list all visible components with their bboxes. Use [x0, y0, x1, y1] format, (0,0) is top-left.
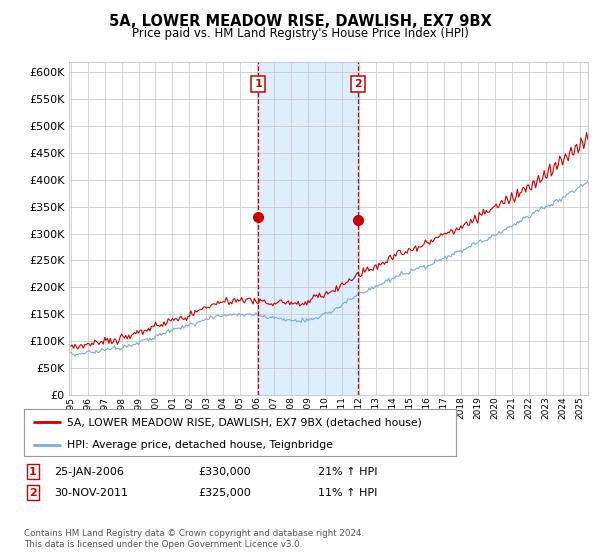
Bar: [259, 62, 358, 395]
Text: HPI: Average price, detached house, Teignbridge: HPI: Average price, detached house, Teig…: [67, 440, 333, 450]
Text: 1: 1: [29, 466, 37, 477]
Text: Contains HM Land Registry data © Crown copyright and database right 2024.
This d: Contains HM Land Registry data © Crown c…: [24, 529, 364, 549]
Text: 30-NOV-2011: 30-NOV-2011: [54, 488, 128, 498]
Text: 2: 2: [29, 488, 37, 498]
Text: 5A, LOWER MEADOW RISE, DAWLISH, EX7 9BX (detached house): 5A, LOWER MEADOW RISE, DAWLISH, EX7 9BX …: [67, 417, 422, 427]
Text: 21% ↑ HPI: 21% ↑ HPI: [318, 466, 377, 477]
Text: £330,000: £330,000: [198, 466, 251, 477]
Text: 2: 2: [354, 79, 362, 89]
Text: £325,000: £325,000: [198, 488, 251, 498]
Text: Price paid vs. HM Land Registry's House Price Index (HPI): Price paid vs. HM Land Registry's House …: [131, 27, 469, 40]
Text: 1: 1: [254, 79, 262, 89]
Text: 5A, LOWER MEADOW RISE, DAWLISH, EX7 9BX: 5A, LOWER MEADOW RISE, DAWLISH, EX7 9BX: [109, 14, 491, 29]
Text: 25-JAN-2006: 25-JAN-2006: [54, 466, 124, 477]
Text: 11% ↑ HPI: 11% ↑ HPI: [318, 488, 377, 498]
